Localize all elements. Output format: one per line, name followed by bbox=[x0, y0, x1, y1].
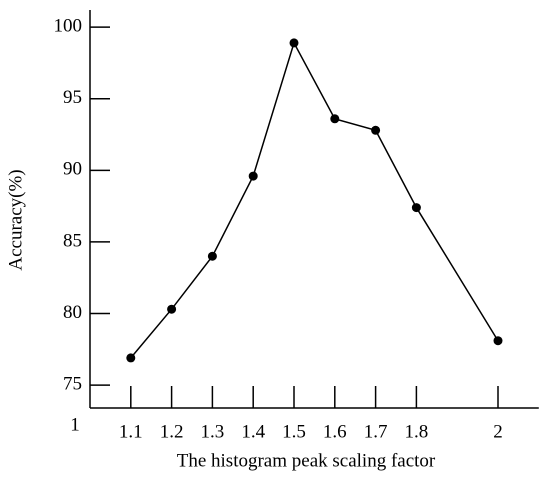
y-tick-label: 100 bbox=[54, 16, 83, 37]
data-point bbox=[207, 251, 217, 261]
x-tick-label: 2 bbox=[493, 421, 503, 442]
data-point bbox=[330, 114, 340, 124]
x-tick-label: 1.1 bbox=[119, 421, 143, 442]
data-point bbox=[289, 38, 299, 48]
y-tick-label: 80 bbox=[63, 302, 82, 323]
y-tick-label: 85 bbox=[63, 230, 82, 251]
x-tick-label: 1.5 bbox=[282, 421, 306, 442]
y-tick-label: 75 bbox=[63, 373, 82, 394]
x-tick-label: 1.2 bbox=[160, 421, 184, 442]
x-tick-label: 1.4 bbox=[241, 421, 265, 442]
x-tick-label: 1 bbox=[70, 414, 80, 435]
data-point bbox=[248, 171, 258, 181]
data-point bbox=[493, 336, 503, 346]
data-point bbox=[167, 304, 177, 314]
data-point bbox=[371, 125, 381, 135]
y-axis-title: Accuracy(%) bbox=[5, 169, 26, 270]
y-tick-label: 95 bbox=[63, 87, 82, 108]
x-tick-label: 1.3 bbox=[201, 421, 225, 442]
data-point bbox=[411, 203, 421, 213]
x-tick-label: 1.7 bbox=[364, 421, 388, 442]
x-axis-title: The histogram peak scaling factor bbox=[177, 450, 436, 471]
x-tick-label: 1.6 bbox=[323, 421, 347, 442]
y-tick-label: 90 bbox=[63, 159, 82, 180]
data-point bbox=[126, 353, 136, 363]
series-line bbox=[130, 40, 499, 359]
x-tick-label: 1.8 bbox=[405, 421, 429, 442]
